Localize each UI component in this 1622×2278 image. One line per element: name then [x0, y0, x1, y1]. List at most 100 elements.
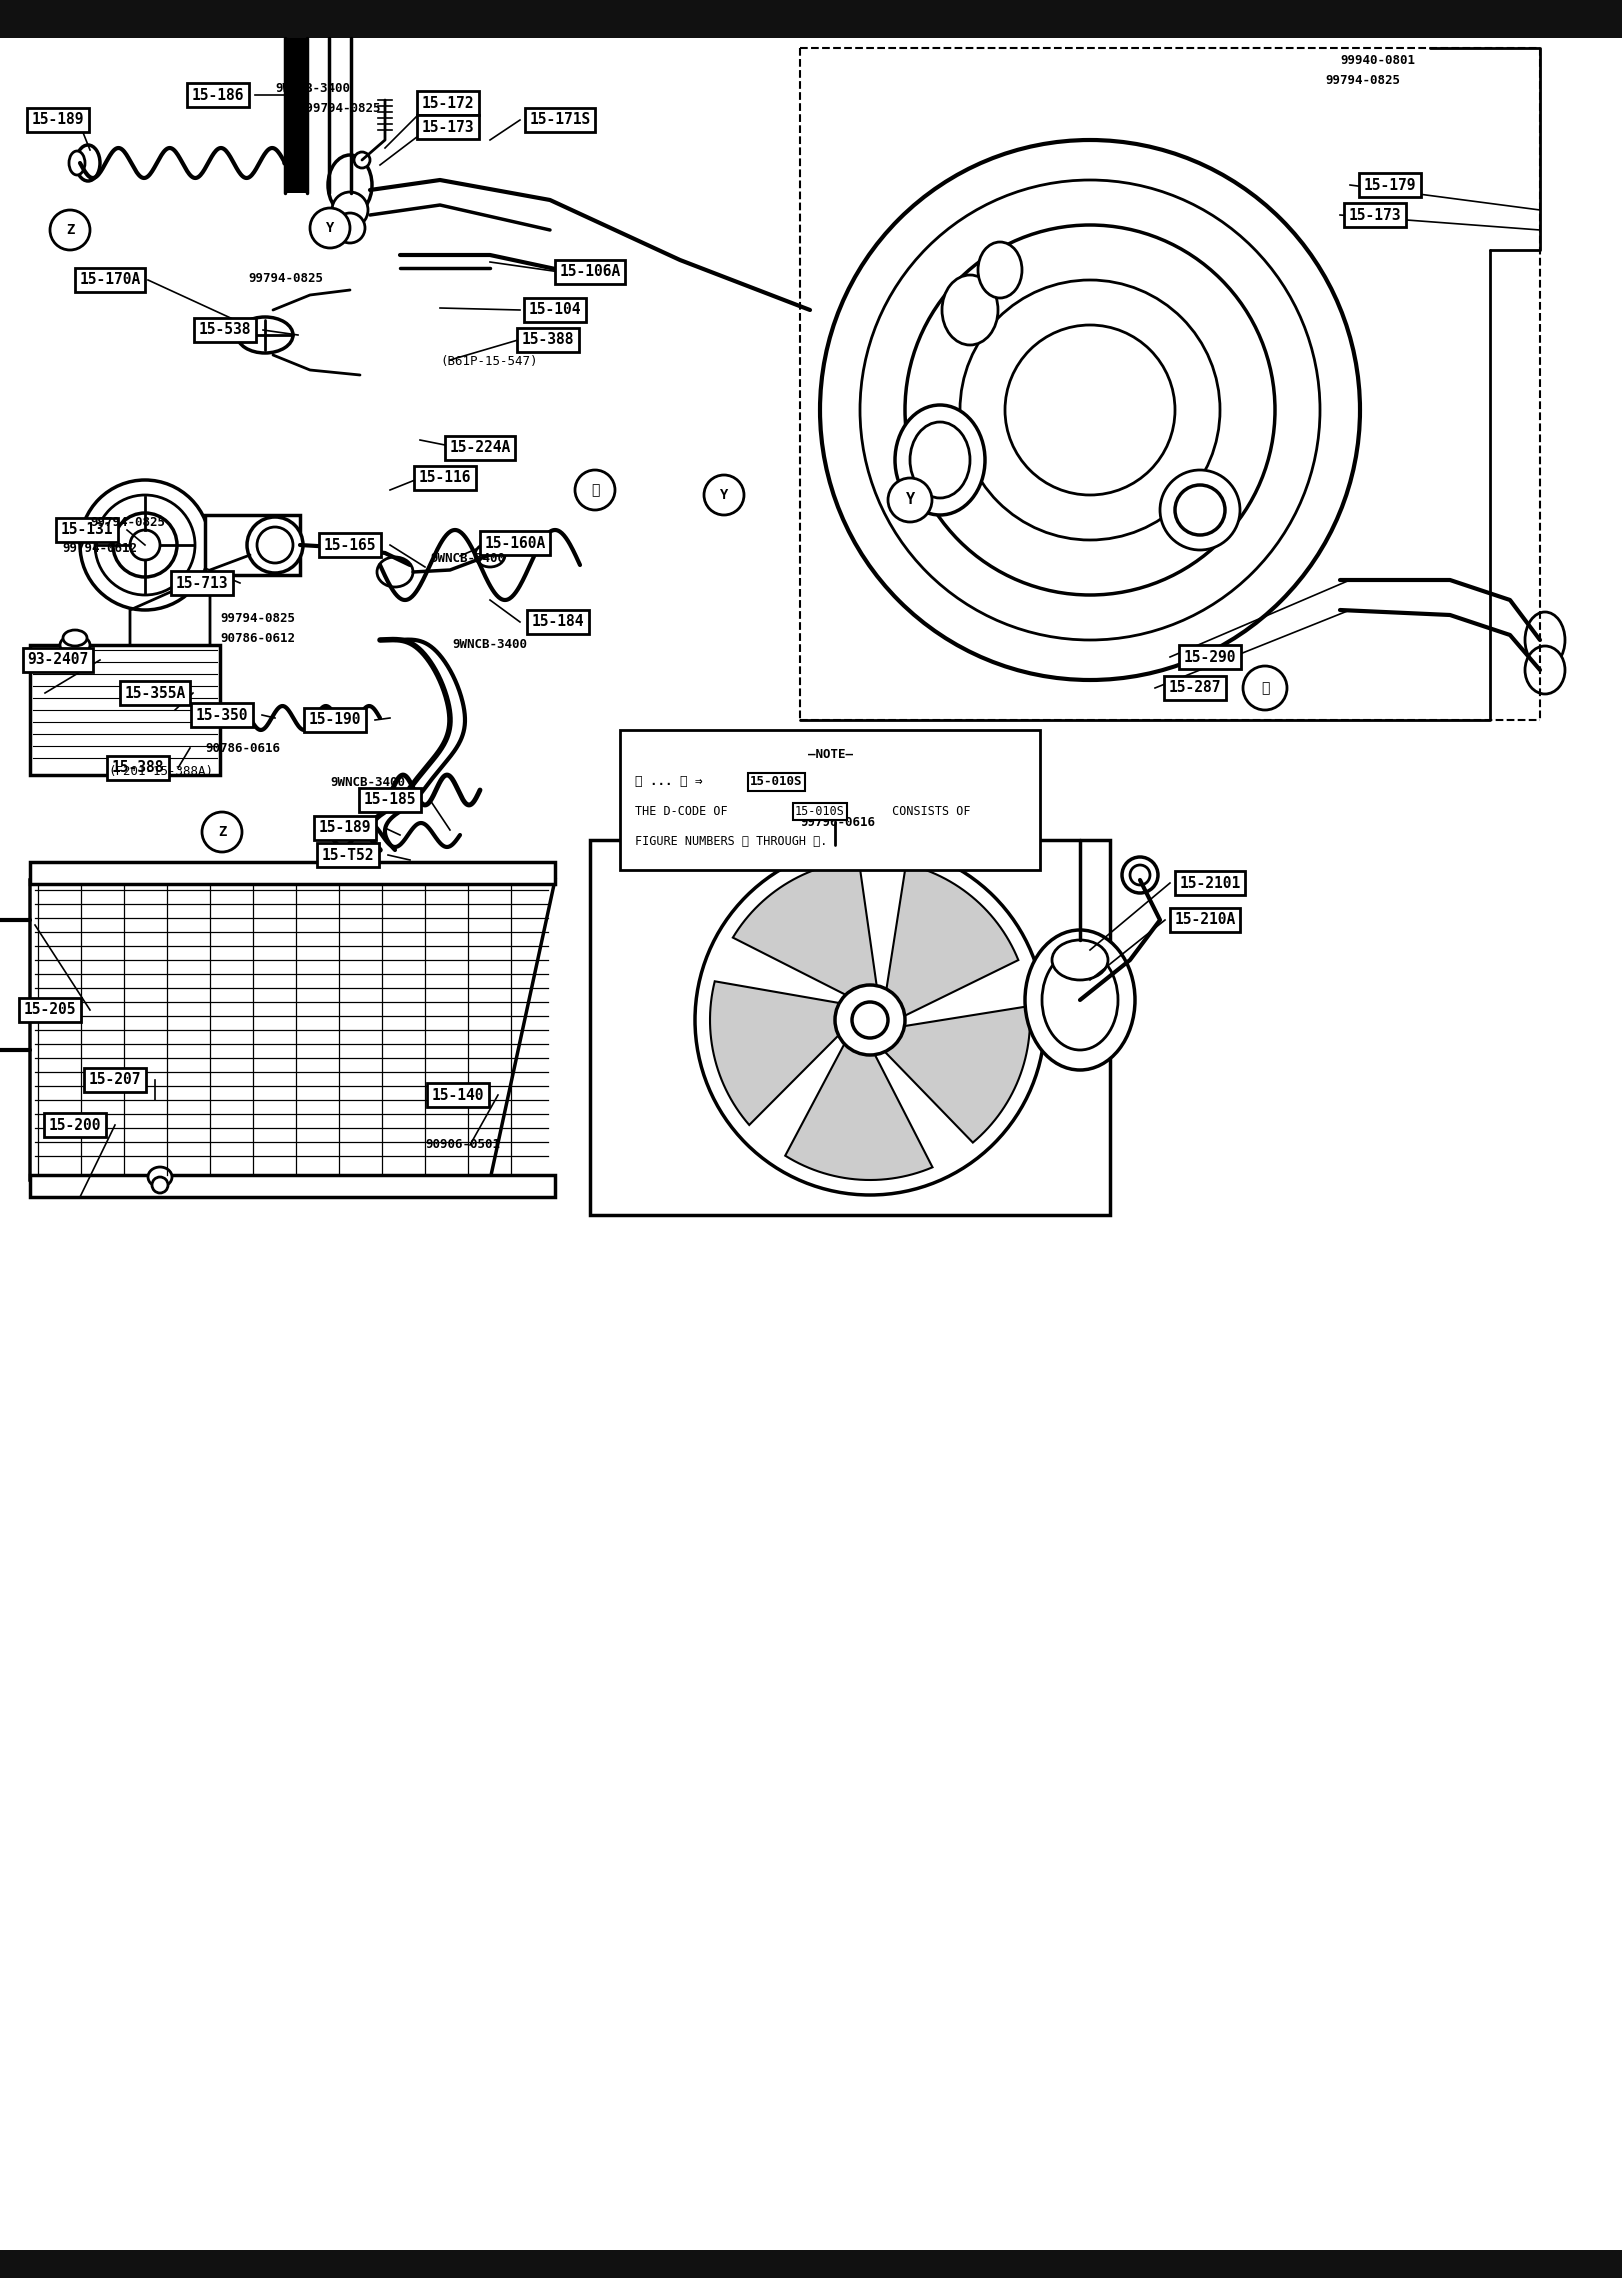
Ellipse shape: [328, 155, 371, 214]
Circle shape: [203, 811, 242, 852]
Ellipse shape: [978, 241, 1022, 298]
Text: ① ... ② ⇒: ① ... ② ⇒: [634, 775, 710, 788]
Text: 99794-0612: 99794-0612: [62, 542, 136, 554]
Ellipse shape: [1041, 950, 1118, 1050]
Ellipse shape: [354, 153, 370, 169]
Text: Y: Y: [905, 492, 915, 508]
Text: 15-179: 15-179: [1364, 178, 1416, 194]
Ellipse shape: [376, 558, 414, 588]
Circle shape: [835, 984, 905, 1055]
Polygon shape: [887, 863, 1019, 1016]
Text: 15-131: 15-131: [60, 522, 114, 538]
Text: 15-200: 15-200: [49, 1118, 101, 1132]
Text: THE D-CODE OF: THE D-CODE OF: [634, 804, 735, 818]
Text: 9WNCB-3400: 9WNCB-3400: [430, 551, 504, 565]
Ellipse shape: [256, 526, 294, 563]
Text: 15-290: 15-290: [1184, 649, 1236, 665]
Text: Z: Z: [67, 223, 75, 237]
Bar: [620, 729, 1040, 870]
Text: 99940-0801: 99940-0801: [1340, 52, 1414, 66]
Text: 15-538: 15-538: [200, 323, 251, 337]
Bar: [590, 841, 1109, 1214]
Text: 15-287: 15-287: [1169, 681, 1221, 695]
Polygon shape: [785, 1043, 933, 1180]
Text: 9WNCB-3400: 9WNCB-3400: [453, 638, 527, 652]
Text: Y: Y: [720, 487, 728, 501]
Text: 15-010S: 15-010S: [795, 804, 845, 818]
Text: 9WNCB-3400: 9WNCB-3400: [329, 775, 406, 788]
Ellipse shape: [905, 226, 1275, 595]
Text: 15-189: 15-189: [320, 820, 371, 836]
Text: 9WNCB-3400: 9WNCB-3400: [276, 82, 350, 93]
Circle shape: [50, 210, 89, 251]
Ellipse shape: [960, 280, 1220, 540]
Ellipse shape: [1160, 469, 1239, 549]
Ellipse shape: [860, 180, 1320, 640]
Text: 15-388: 15-388: [112, 761, 164, 775]
Ellipse shape: [1525, 613, 1565, 667]
Bar: [29, 861, 555, 884]
Text: CONSISTS OF: CONSISTS OF: [886, 804, 970, 818]
Text: 15-205: 15-205: [24, 1002, 76, 1018]
Polygon shape: [710, 982, 840, 1125]
Circle shape: [1242, 665, 1286, 711]
Ellipse shape: [826, 845, 845, 866]
Text: 15-210A: 15-210A: [1174, 913, 1236, 927]
Ellipse shape: [1006, 326, 1174, 494]
Text: Y: Y: [326, 221, 334, 235]
Ellipse shape: [336, 214, 365, 244]
Text: 15-106A: 15-106A: [560, 264, 621, 280]
Text: 15-165: 15-165: [324, 538, 376, 554]
Bar: [285, 39, 307, 194]
Bar: [29, 1175, 555, 1196]
Text: 15-207: 15-207: [89, 1073, 141, 1087]
Text: 99794-0825: 99794-0825: [248, 271, 323, 285]
Text: Z: Z: [217, 825, 225, 838]
Text: 15-104: 15-104: [529, 303, 581, 317]
Text: 90786-0616: 90786-0616: [204, 743, 281, 754]
Text: 90906-0501: 90906-0501: [425, 1139, 500, 1150]
Text: 15-171S: 15-171S: [529, 112, 590, 128]
Ellipse shape: [1122, 857, 1158, 893]
Ellipse shape: [60, 636, 89, 656]
Text: 15-173: 15-173: [422, 118, 474, 134]
Ellipse shape: [237, 317, 294, 353]
Polygon shape: [29, 879, 555, 1180]
Text: FIGURE NUMBERS ① THROUGH ②.: FIGURE NUMBERS ① THROUGH ②.: [634, 836, 827, 847]
Text: 15-224A: 15-224A: [449, 440, 511, 456]
Text: 93-2407: 93-2407: [28, 652, 89, 667]
Ellipse shape: [1053, 941, 1108, 980]
Circle shape: [694, 845, 1045, 1196]
Ellipse shape: [76, 146, 101, 180]
Text: 15-189: 15-189: [32, 112, 84, 128]
Ellipse shape: [1525, 647, 1565, 695]
Ellipse shape: [1174, 485, 1225, 535]
Ellipse shape: [63, 631, 88, 647]
Ellipse shape: [130, 531, 161, 560]
Ellipse shape: [152, 1178, 169, 1194]
Text: ②: ②: [1260, 681, 1268, 695]
Text: (B61P-15-547): (B61P-15-547): [440, 355, 537, 369]
Bar: [29, 645, 221, 775]
Ellipse shape: [910, 421, 970, 499]
Text: 99794-0825: 99794-0825: [221, 611, 295, 624]
Text: ①: ①: [590, 483, 599, 497]
Polygon shape: [733, 861, 876, 995]
Circle shape: [310, 207, 350, 248]
Text: 90786-0612: 90786-0612: [221, 631, 295, 645]
Text: 15-190: 15-190: [308, 713, 362, 727]
Text: 15-116: 15-116: [418, 472, 472, 485]
Text: 99794-0825: 99794-0825: [89, 517, 165, 528]
Bar: [0, 2251, 1622, 2278]
Circle shape: [704, 476, 744, 515]
Text: 15-173: 15-173: [1350, 207, 1401, 223]
Ellipse shape: [895, 405, 985, 515]
Polygon shape: [884, 1007, 1030, 1144]
Text: 99794-0825: 99794-0825: [1325, 73, 1400, 87]
Ellipse shape: [79, 481, 209, 611]
Text: 15-713: 15-713: [175, 576, 229, 590]
Bar: [0, 0, 1622, 39]
Text: 15-185: 15-185: [363, 793, 417, 806]
Text: 15-355A: 15-355A: [125, 686, 185, 702]
Ellipse shape: [1025, 929, 1135, 1071]
